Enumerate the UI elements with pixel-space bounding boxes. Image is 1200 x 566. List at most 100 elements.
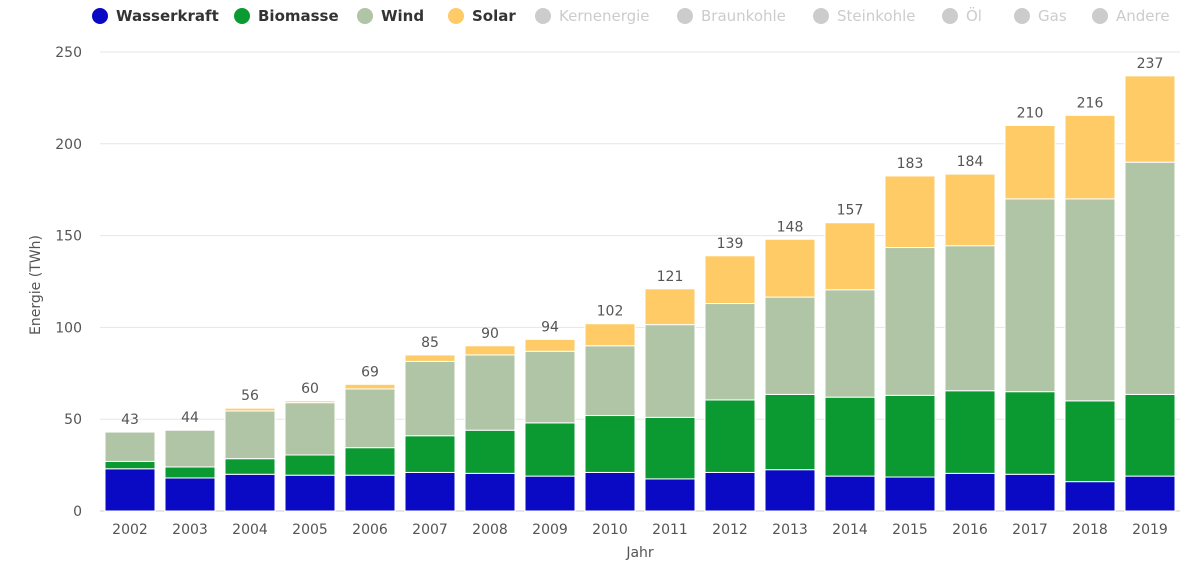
legend-label: Steinkohle	[837, 7, 916, 25]
bar-segment-wasserkraft-2013[interactable]	[764, 469, 816, 512]
bar-segment-wind-2014[interactable]	[824, 289, 876, 398]
bar-segment-biomasse-2006[interactable]	[344, 447, 396, 476]
bar-segment-biomasse-2012[interactable]	[704, 399, 756, 473]
bar-segment-wasserkraft-2006[interactable]	[344, 474, 396, 512]
bar-segment-biomasse-2019[interactable]	[1124, 393, 1176, 477]
bar-segment-biomasse-2018[interactable]	[1064, 400, 1116, 483]
bar-segment-wind-2008[interactable]	[464, 354, 516, 431]
x-tick-label-2015: 2015	[892, 522, 928, 538]
bar-segment-biomasse-2005[interactable]	[284, 454, 336, 476]
bar-segment-solar-2012[interactable]	[704, 255, 756, 305]
total-label-2005: 60	[301, 381, 319, 397]
legend-item-kernenergie[interactable]: Kernenergie	[535, 7, 650, 25]
bar-segment-wind-2002[interactable]	[104, 431, 156, 462]
x-tick-label-2007: 2007	[412, 522, 448, 538]
bar-segment-wasserkraft-2018[interactable]	[1064, 481, 1116, 512]
bar-segment-wasserkraft-2017[interactable]	[1004, 473, 1056, 512]
bar-segment-wind-2019[interactable]	[1124, 161, 1176, 395]
bar-segment-biomasse-2007[interactable]	[404, 435, 456, 473]
total-label-2016: 184	[957, 154, 984, 170]
bar-segment-biomasse-2011[interactable]	[644, 416, 696, 480]
bar-segment-wasserkraft-2008[interactable]	[464, 472, 516, 512]
bar-segment-wasserkraft-2003[interactable]	[164, 477, 216, 512]
bar-segment-biomasse-2016[interactable]	[944, 390, 996, 474]
legend-item-steinkohle[interactable]: Steinkohle	[813, 7, 916, 25]
bar-segment-wind-2006[interactable]	[344, 388, 396, 449]
bar-segment-biomasse-2015[interactable]	[884, 394, 936, 478]
bar-segment-wasserkraft-2002[interactable]	[104, 468, 156, 512]
bar-segment-biomasse-2004[interactable]	[224, 458, 276, 475]
legend-item-wasserkraft[interactable]: Wasserkraft	[92, 7, 219, 25]
bar-segment-solar-2016[interactable]	[944, 173, 996, 247]
bar-segment-biomasse-2017[interactable]	[1004, 391, 1056, 475]
bar-segment-solar-2014[interactable]	[824, 222, 876, 291]
total-labels: 43 44 56 60 69 85 90 94 102 121 139 148 157 183 184 210…	[121, 56, 1163, 428]
bar-segment-solar-2015[interactable]	[884, 175, 936, 249]
bar-segment-solar-2007[interactable]	[404, 354, 456, 362]
bar-segment-biomasse-2013[interactable]	[764, 393, 816, 471]
bar-segment-wind-2016[interactable]	[944, 245, 996, 392]
bar-segment-solar-2005[interactable]	[284, 400, 336, 404]
bar-segment-solar-2010[interactable]	[584, 323, 636, 347]
legend-item-biomasse[interactable]: Biomasse	[234, 7, 339, 25]
legend-marker	[92, 8, 108, 24]
bar-segment-solar-2009[interactable]	[524, 338, 576, 352]
bar-segment-biomasse-2009[interactable]	[524, 422, 576, 477]
bar-segment-wind-2012[interactable]	[704, 303, 756, 401]
bar-segment-wind-2009[interactable]	[524, 350, 576, 424]
bar-segment-wasserkraft-2015[interactable]	[884, 476, 936, 512]
x-tick-label-2013: 2013	[772, 522, 808, 538]
bar-segment-wasserkraft-2012[interactable]	[704, 471, 756, 512]
bar-segment-wasserkraft-2004[interactable]	[224, 473, 276, 512]
bar-segment-wasserkraft-2007[interactable]	[404, 471, 456, 512]
legend-item-öl[interactable]: Öl	[942, 6, 982, 25]
bar-segment-solar-2013[interactable]	[764, 238, 816, 298]
legend-item-gas[interactable]: Gas	[1014, 7, 1067, 25]
legend-item-solar[interactable]: Solar	[448, 7, 516, 25]
bars	[104, 75, 1176, 512]
bar-segment-biomasse-2008[interactable]	[464, 429, 516, 474]
bar-segment-wind-2011[interactable]	[644, 324, 696, 418]
bar-segment-biomasse-2010[interactable]	[584, 415, 636, 473]
bar-segment-wasserkraft-2014[interactable]	[824, 475, 876, 512]
legend-label: Gas	[1038, 7, 1067, 25]
bar-segment-wind-2004[interactable]	[224, 410, 276, 460]
bar-segment-biomasse-2003[interactable]	[164, 466, 216, 479]
bar-segment-wind-2013[interactable]	[764, 296, 816, 395]
bar-segment-wasserkraft-2009[interactable]	[524, 475, 576, 512]
bar-segment-wasserkraft-2005[interactable]	[284, 474, 336, 512]
legend-label: Wasserkraft	[116, 7, 219, 25]
legend-label: Braunkohle	[701, 7, 786, 25]
bar-segment-wind-2003[interactable]	[164, 429, 216, 468]
bar-segment-solar-2019[interactable]	[1124, 75, 1176, 163]
y-axis-ticks: 0 50 100 150 200 250	[55, 45, 82, 520]
legend-item-braunkohle[interactable]: Braunkohle	[677, 7, 786, 25]
bar-segment-wasserkraft-2010[interactable]	[584, 471, 636, 512]
bar-segment-biomasse-2014[interactable]	[824, 396, 876, 477]
bar-segment-wind-2015[interactable]	[884, 247, 936, 396]
x-tick-label-2018: 2018	[1072, 522, 1108, 538]
x-tick-label-2008: 2008	[472, 522, 508, 538]
bar-segment-wasserkraft-2019[interactable]	[1124, 475, 1176, 512]
bar-segment-wind-2005[interactable]	[284, 402, 336, 456]
legend-item-wind[interactable]: Wind	[357, 7, 424, 25]
x-tick-label-2011: 2011	[652, 522, 688, 538]
bar-segment-solar-2017[interactable]	[1004, 124, 1056, 200]
y-axis-title: Energie (TWh)	[28, 235, 44, 335]
bar-segment-solar-2006[interactable]	[344, 383, 396, 390]
bar-segment-solar-2011[interactable]	[644, 288, 696, 326]
x-tick-label-2003: 2003	[172, 522, 208, 538]
bar-segment-solar-2018[interactable]	[1064, 114, 1116, 200]
bar-segment-wind-2010[interactable]	[584, 345, 636, 417]
bar-segment-wasserkraft-2011[interactable]	[644, 478, 696, 512]
bar-segment-solar-2004[interactable]	[224, 407, 276, 412]
x-tick-label-2019: 2019	[1132, 522, 1168, 538]
bar-segment-wasserkraft-2016[interactable]	[944, 472, 996, 512]
bar-segment-biomasse-2002[interactable]	[104, 460, 156, 470]
bar-segment-wind-2007[interactable]	[404, 360, 456, 437]
legend-item-andere[interactable]: Andere	[1092, 7, 1170, 25]
bar-segment-solar-2008[interactable]	[464, 345, 516, 356]
bar-segment-wind-2018[interactable]	[1064, 198, 1116, 402]
bar-segment-wind-2017[interactable]	[1004, 198, 1056, 393]
